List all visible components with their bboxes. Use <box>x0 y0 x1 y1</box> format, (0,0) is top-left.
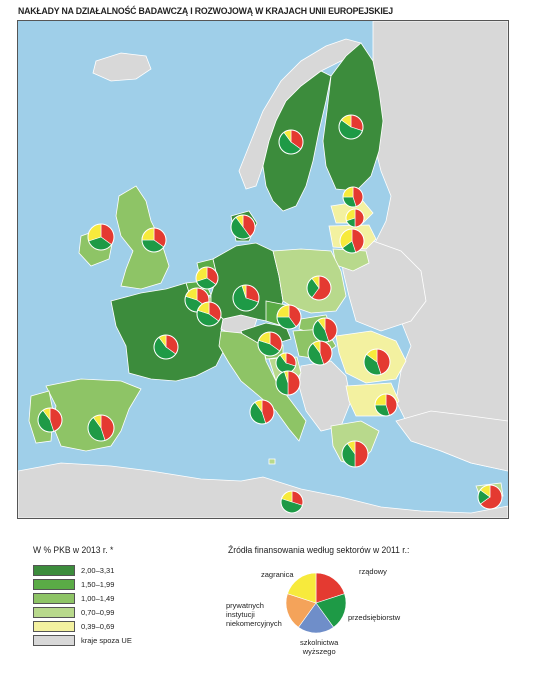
legend-rd-share-title: W % PKB w 2013 r. * <box>33 545 114 555</box>
legend-label: kraje spoza UE <box>81 636 132 645</box>
legend-swatch <box>33 635 75 646</box>
pie-outline <box>477 484 503 510</box>
legend-pie <box>285 572 347 634</box>
country-funding-pie <box>275 370 301 396</box>
legend-label-prywatne-line1: prywatnych <box>226 601 264 610</box>
country-funding-pie <box>312 317 338 343</box>
pie-outline <box>87 223 115 251</box>
legend-pie-slice-rzadowy <box>315 572 345 604</box>
country-funding-pie <box>87 414 115 442</box>
legend-label-zagranica: zagranica <box>261 570 294 579</box>
country-funding-pie <box>306 275 332 301</box>
legend-label-przedsiebiorstw: przedsiębiorstw <box>348 613 401 622</box>
legend-pie-slice-zagranica <box>287 572 317 604</box>
legend-swatch <box>33 607 75 618</box>
legend-label: 1,00–1,49 <box>81 594 115 603</box>
country-funding-pie <box>230 214 256 240</box>
pie-outline <box>276 304 302 330</box>
country-funding-pie <box>374 393 398 417</box>
pie-outline <box>153 334 179 360</box>
legend-swatch <box>33 565 75 576</box>
country-funding-pie <box>338 114 364 140</box>
legend-label-rzadowy: rządowy <box>359 567 387 576</box>
legend-funding-title: Źródła finansowania według sektorów w 20… <box>228 545 410 555</box>
legend-pie-slice-szkolnictwo <box>297 602 335 634</box>
pie-outline <box>87 414 115 442</box>
legend-label: 0,70–0,99 <box>81 608 115 617</box>
pie-outline <box>342 186 364 208</box>
country-funding-pie <box>141 227 167 253</box>
country-funding-pie <box>345 208 365 228</box>
country-funding-pie <box>87 223 115 251</box>
legend-label-prywatne-line2: instytucji <box>226 610 255 619</box>
country-funding-pie <box>477 484 503 510</box>
country-funding-pie <box>196 301 222 327</box>
legend-funding-sources: Źródła finansowania według sektorów w 20… <box>226 545 468 670</box>
pie-outline <box>257 331 283 357</box>
country-funding-pie <box>339 228 365 254</box>
pie-outline <box>280 490 304 514</box>
country-funding-pie <box>342 186 364 208</box>
country-funding-pie <box>276 304 302 330</box>
country-funding-pie <box>280 490 304 514</box>
legend-label-szkolnictwo-line2: wyższego <box>302 647 336 656</box>
legend-pie-slice-prywatne <box>285 593 317 628</box>
europe-map <box>17 20 509 519</box>
country-malta <box>268 458 276 465</box>
country-funding-pie <box>275 352 297 374</box>
country-funding-pie <box>257 331 283 357</box>
pie-outline <box>141 227 167 253</box>
legend-item: 0,70–0,99 <box>33 606 203 619</box>
pie-outline <box>232 284 260 312</box>
country-funding-pie <box>307 340 333 366</box>
legend-label: 0,39–0,69 <box>81 622 115 631</box>
pie-outline <box>345 208 365 228</box>
country-funding-pie <box>37 407 63 433</box>
pie-outline <box>374 393 398 417</box>
pie-outline <box>307 340 333 366</box>
country-funding-pie <box>232 284 260 312</box>
legend-rd-share: W % PKB w 2013 r. * 2,00–3,31 1,50–1,99 … <box>33 545 203 648</box>
legend-swatch <box>33 593 75 604</box>
non-eu-turkey <box>395 410 508 472</box>
country-funding-pie <box>153 334 179 360</box>
pie-charts-layer <box>37 114 503 514</box>
legend-label: 2,00–3,31 <box>81 566 115 575</box>
pie-outline <box>338 114 364 140</box>
pie-outline <box>230 214 256 240</box>
legend-swatch <box>33 579 75 590</box>
pie-outline <box>363 348 391 376</box>
pie-outline <box>37 407 63 433</box>
pie-outline <box>306 275 332 301</box>
legend-item: 1,00–1,49 <box>33 592 203 605</box>
legend-item: 2,00–3,31 <box>33 564 203 577</box>
map-title: NAKŁADY NA DZIAŁALNOŚĆ BADAWCZĄ I ROZWOJ… <box>18 6 393 17</box>
legend-label-prywatne: prywatnych instytucji niekomercyjnych <box>226 601 282 628</box>
country-funding-pie <box>278 129 304 155</box>
non-eu-iceland <box>92 52 152 82</box>
legend-item: 0,39–0,69 <box>33 620 203 633</box>
non-eu-north-africa <box>18 462 508 518</box>
pie-outline <box>195 266 219 290</box>
legend-label: 1,50–1,99 <box>81 580 115 589</box>
country-funding-pie <box>363 348 391 376</box>
legend-label-szkolnictwo-line1: szkolnictwa <box>300 638 339 647</box>
legend-label-szkolnictwo: szkolnictwa wyższego <box>300 638 338 656</box>
pie-outline <box>341 440 369 468</box>
legend-label-prywatne-line3: niekomercyjnych <box>226 619 282 628</box>
legend-swatch <box>33 621 75 632</box>
country-funding-pie <box>195 266 219 290</box>
legend-pie-slice-przedsiebiorstw <box>315 593 347 628</box>
pie-outline <box>196 301 222 327</box>
country-funding-pie <box>341 440 369 468</box>
legend-item: 1,50–1,99 <box>33 578 203 591</box>
legend-item: kraje spoza UE <box>33 634 203 647</box>
pie-outline <box>278 129 304 155</box>
pie-outline <box>249 399 275 425</box>
pie-outline <box>339 228 365 254</box>
country-funding-pie <box>249 399 275 425</box>
pie-outline <box>275 370 301 396</box>
